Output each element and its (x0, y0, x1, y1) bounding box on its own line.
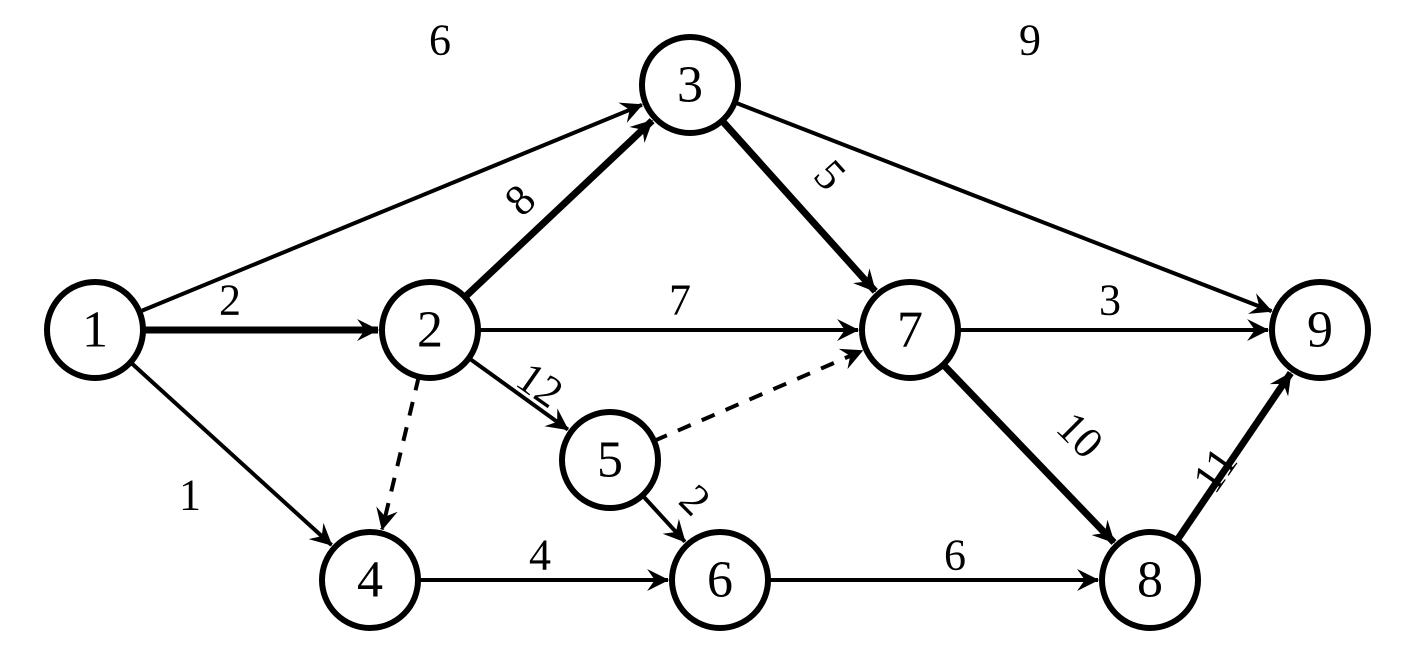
node-label-7: 7 (897, 302, 923, 359)
edge-label-1-2: 2 (219, 276, 241, 325)
edge-label-2-7: 7 (669, 276, 691, 325)
edge-1-4 (131, 362, 332, 545)
node-label-4: 4 (357, 552, 383, 609)
edge-2-4 (382, 377, 419, 530)
node-label-2: 2 (417, 302, 443, 359)
node-label-9: 9 (1307, 302, 1333, 359)
edge-5-7 (654, 351, 862, 441)
edge-label-2-5: 12 (508, 352, 572, 417)
network-diagram: 62187125942631011123456789 (0, 0, 1416, 660)
edge-2-3 (465, 121, 652, 297)
edge-label-6-8: 6 (944, 531, 966, 580)
edge-label-3-9: 9 (1019, 16, 1041, 65)
edge-label-4-6: 4 (529, 531, 551, 580)
edge-label-7-8: 10 (1047, 402, 1113, 468)
node-label-8: 8 (1137, 552, 1163, 609)
edge-label-1-4: 1 (179, 471, 201, 520)
edge-label-5-6: 2 (670, 475, 720, 525)
edge-3-9 (735, 102, 1272, 311)
edge-label-7-9: 3 (1099, 276, 1121, 325)
node-label-1: 1 (82, 302, 108, 359)
node-label-3: 3 (677, 57, 703, 114)
node-label-6: 6 (707, 552, 733, 609)
edge-1-3 (139, 105, 642, 312)
edge-label-2-3: 8 (495, 175, 545, 225)
edge-label-3-7: 5 (804, 150, 855, 199)
node-label-5: 5 (597, 432, 623, 489)
edge-label-1-3: 6 (429, 16, 451, 65)
